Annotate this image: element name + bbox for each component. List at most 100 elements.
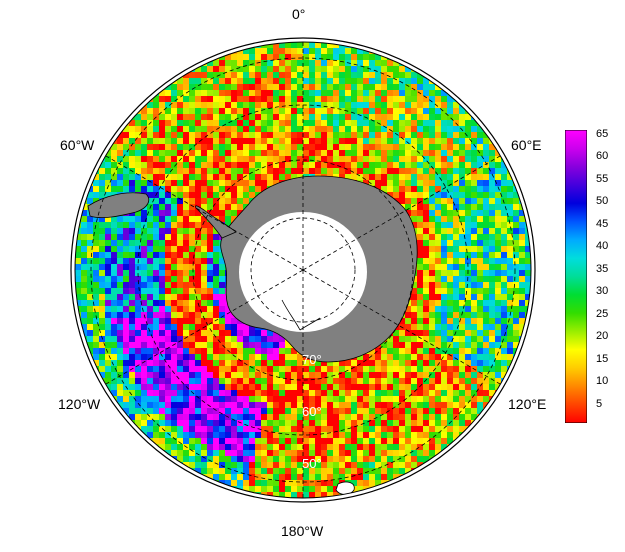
heatmap-cell [285, 54, 292, 61]
heatmap-cell [183, 360, 190, 367]
heatmap-cell [267, 96, 274, 103]
heatmap-cell [291, 414, 298, 421]
heatmap-cell [417, 186, 424, 193]
heatmap-cell [243, 438, 250, 445]
heatmap-cell [447, 414, 454, 421]
heatmap-cell [405, 444, 412, 451]
heatmap-cell [153, 174, 160, 181]
heatmap-cell [315, 390, 322, 397]
heatmap-cell [465, 114, 472, 121]
heatmap-cell [177, 318, 184, 325]
heatmap-cell [477, 186, 484, 193]
heatmap-cell [339, 444, 346, 451]
heatmap-cell [117, 138, 124, 145]
heatmap-cell [309, 72, 316, 79]
heatmap-cell [489, 330, 496, 337]
heatmap-cell [165, 240, 172, 247]
heatmap-cell [345, 438, 352, 445]
heatmap-cell [255, 96, 262, 103]
heatmap-cell [513, 210, 520, 217]
heatmap-cell [249, 168, 256, 175]
heatmap-cell [183, 384, 190, 391]
heatmap-cell [471, 330, 478, 337]
heatmap-cell [153, 102, 160, 109]
heatmap-cell [249, 450, 256, 457]
heatmap-cell [387, 174, 394, 181]
heatmap-cell [75, 294, 82, 301]
heatmap-cell [435, 396, 442, 403]
heatmap-cell [117, 384, 124, 391]
heatmap-cell [243, 108, 250, 115]
heatmap-cell [219, 72, 226, 79]
heatmap-cell [111, 168, 118, 175]
heatmap-cell [141, 366, 148, 373]
heatmap-cell [111, 360, 118, 367]
heatmap-cell [255, 54, 262, 61]
heatmap-cell [339, 66, 346, 73]
heatmap-cell [351, 78, 358, 85]
heatmap-cell [483, 270, 490, 277]
heatmap-cell [201, 168, 208, 175]
heatmap-cell [207, 258, 214, 265]
heatmap-cell [213, 252, 220, 259]
heatmap-cell [225, 180, 232, 187]
heatmap-cell [171, 354, 178, 361]
heatmap-cell [189, 90, 196, 97]
heatmap-cell [315, 42, 322, 49]
heatmap-cell [453, 102, 460, 109]
colorbar-tick-label: 65 [596, 127, 609, 140]
heatmap-cell [381, 126, 388, 133]
heatmap-cell [477, 264, 484, 271]
heatmap-cell [231, 390, 238, 397]
heatmap-cell [309, 486, 316, 493]
heatmap-cell [489, 228, 496, 235]
heatmap-cell [459, 126, 466, 133]
heatmap-cell [393, 420, 400, 427]
heatmap-cell [423, 372, 430, 379]
heatmap-cell [471, 264, 478, 271]
heatmap-cell [225, 114, 232, 121]
heatmap-cell [423, 240, 430, 247]
heatmap-cell [465, 306, 472, 313]
heatmap-cell [273, 420, 280, 427]
heatmap-cell [213, 450, 220, 457]
heatmap-cell [213, 360, 220, 367]
heatmap-cell [213, 120, 220, 127]
heatmap-cell [243, 78, 250, 85]
heatmap-cell [513, 306, 520, 313]
heatmap-cell [141, 378, 148, 385]
heatmap-cell [291, 402, 298, 409]
heatmap-cell [435, 432, 442, 439]
heatmap-cell [321, 138, 328, 145]
heatmap-cell [321, 108, 328, 115]
heatmap-cell [471, 156, 478, 163]
heatmap-cell [135, 396, 142, 403]
heatmap-cell [357, 108, 364, 115]
heatmap-cell [147, 270, 154, 277]
heatmap-cell [297, 456, 304, 463]
heatmap-cell [513, 228, 520, 235]
heatmap-cell [303, 126, 310, 133]
heatmap-cell [111, 342, 118, 349]
heatmap-cell [297, 114, 304, 121]
heatmap-cell [441, 240, 448, 247]
heatmap-cell [243, 396, 250, 403]
heatmap-cell [75, 288, 82, 295]
heatmap-cell [501, 252, 508, 259]
heatmap-cell [471, 390, 478, 397]
heatmap-cell [483, 372, 490, 379]
heatmap-cell [279, 96, 286, 103]
heatmap-cell [489, 354, 496, 361]
heatmap-cell [525, 300, 531, 307]
heatmap-cell [333, 162, 340, 169]
heatmap-cell [279, 168, 286, 175]
heatmap-cell [231, 126, 238, 133]
heatmap-cell [189, 174, 196, 181]
heatmap-cell [243, 408, 250, 415]
heatmap-cell [93, 276, 100, 283]
heatmap-cell [411, 108, 418, 115]
heatmap-cell [267, 444, 274, 451]
heatmap-cell [465, 318, 472, 325]
heatmap-cell [285, 396, 292, 403]
heatmap-cell [411, 168, 418, 175]
